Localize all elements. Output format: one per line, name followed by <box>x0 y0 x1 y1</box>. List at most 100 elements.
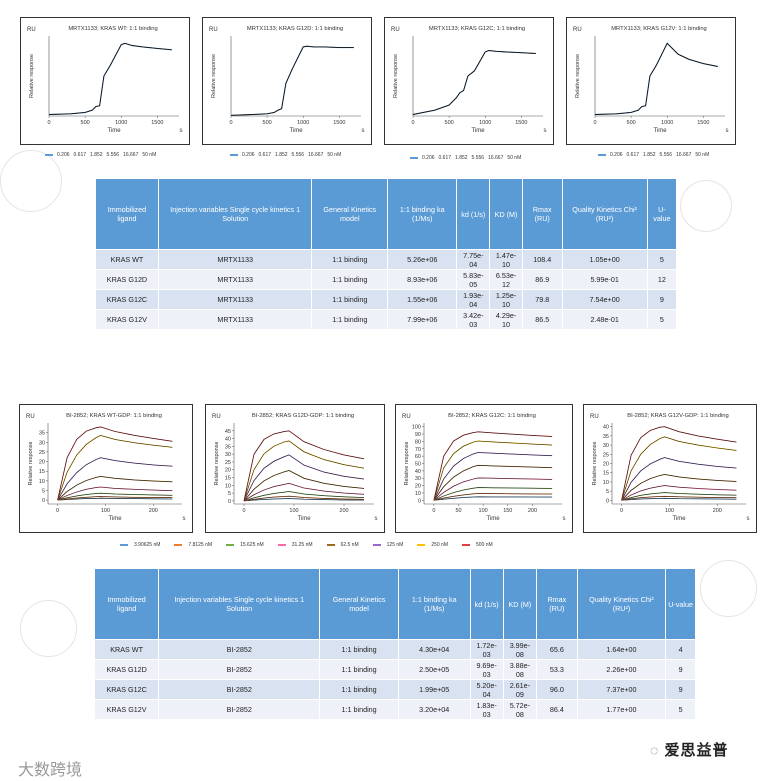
legend-entry: 0.617 <box>438 155 452 161</box>
table-header-cell: Injection variables Single cycle kinetic… <box>158 568 321 640</box>
fit-line <box>433 496 553 501</box>
x-tick-label: 500 <box>81 120 90 126</box>
x-unit-label: s <box>362 128 365 134</box>
table-cell: 4 <box>665 639 696 660</box>
legend-entry: 0.206 <box>422 155 435 161</box>
table-cell: 1:1 binding <box>311 289 389 310</box>
x-unit-label: s <box>747 516 750 522</box>
fit-line <box>433 477 553 501</box>
table-header-cell: U-value <box>665 568 696 640</box>
chart-panel-bi-g12c: RU BI-2852; KRAS G12C: 1:1 binding 0 50 100 1… <box>395 404 573 533</box>
legend-label: 31.25 nM <box>291 542 313 548</box>
y-tick-label: 15 <box>603 471 609 477</box>
table-row: KRAS G12V BI-2852 1:1 binding 3.20e+04 1.83e… <box>93 699 696 720</box>
table-cell: 9 <box>646 289 678 310</box>
y-tick-label: 20 <box>39 460 45 466</box>
data-series-line <box>621 436 737 501</box>
table-header-cell: kd (1/s) <box>456 178 491 250</box>
legend-swatch <box>226 543 235 546</box>
y-axis-label: Relative response <box>28 441 34 485</box>
data-series-line <box>243 470 365 502</box>
background-hex-decoration <box>680 180 732 232</box>
x-unit-label: s <box>183 516 186 522</box>
table-cell: 1:1 binding <box>311 249 389 270</box>
legend-entry: 1.852 <box>90 152 103 158</box>
table-cell: 9 <box>665 659 696 680</box>
x-tick-label: 100 <box>101 508 110 514</box>
unit-label: RU <box>402 414 411 420</box>
y-axis-label: Relative response <box>214 441 220 485</box>
legend-label: 15.625 nM <box>240 542 264 548</box>
table-cell: BI-2852 <box>158 699 321 720</box>
y-tick-label: 70 <box>415 447 421 453</box>
y-axis-label: Relative response <box>211 54 217 98</box>
y-tick-label: 10 <box>415 491 421 497</box>
table-header-cell: KD (M) <box>502 568 538 640</box>
x-tick-label: 150 <box>503 508 512 514</box>
table-cell: 1.72e-03 <box>469 639 504 660</box>
table-row: KRAS G12C BI-2852 1:1 binding 1.99e+05 5.20e… <box>93 679 696 700</box>
table-cell: 5.26e+06 <box>387 249 458 270</box>
table-cell: 3.88e-08 <box>502 659 538 680</box>
table-cell: 65.6 <box>536 639 578 660</box>
legend-item: 7.8125 nM <box>174 542 212 548</box>
x-tick-label: 0 <box>411 120 414 126</box>
top-legend: 0.206 0.617 1.852 5.556 16.667 50 nM <box>230 152 341 158</box>
table-header-cell: Immobilized ligand <box>93 568 160 640</box>
table-cell: 4.30e+04 <box>397 639 471 660</box>
x-tick-label: 100 <box>665 508 674 514</box>
chart-svg-5: RU BI-2852; KRAS G12D-GDP: 1:1 binding 0 10… <box>212 413 378 522</box>
y-tick-label: 60 <box>415 454 421 460</box>
chart-title: BI-2852; KRAS G12D-GDP: 1:1 binding <box>252 413 354 419</box>
table-cell: 108.4 <box>521 249 563 270</box>
chart-panel-mrtx-g12c: RU MRTX1133; KRAS G12C; 1:1 binding 0 500 10… <box>384 17 554 145</box>
table-cell: 96.0 <box>536 679 578 700</box>
x-axis-label: Time <box>289 128 303 134</box>
table-header-cell: General Kinetics model <box>311 178 389 250</box>
legend-swatch <box>598 154 606 156</box>
table-cell: 86.5 <box>521 309 563 330</box>
x-axis-label: Time <box>486 516 500 522</box>
y-tick-label: 5 <box>228 491 231 497</box>
legend-entry: 16.667 <box>123 152 139 158</box>
legend-entry: 0.617 <box>258 152 272 158</box>
bottom-legend: 3.90625 nM 7.8125 nM 15.625 nM 31.25 nM 62.5… <box>120 542 493 548</box>
fit-line <box>243 470 365 502</box>
unit-label: RU <box>590 414 599 420</box>
y-tick-label: 40 <box>603 425 609 431</box>
x-unit-label: s <box>563 516 566 522</box>
table-header-cell: Quality Kinetics Chi² (RU²) <box>561 178 648 250</box>
y-tick-label: 0 <box>228 499 231 505</box>
legend-entry: 16.667 <box>676 152 692 158</box>
legend-swatch <box>462 543 471 546</box>
table-cell: KRAS WT <box>95 249 159 270</box>
y-tick-label: 30 <box>603 443 609 449</box>
legend-entry: 16.667 <box>308 152 324 158</box>
fit-line <box>243 430 365 501</box>
x-tick-label: 200 <box>713 508 722 514</box>
legend-item: 125 nM <box>372 542 403 548</box>
table-cell: 86.4 <box>536 699 578 720</box>
table-row: KRAS G12D MRTX1133 1:1 binding 8.93e+06 5.83… <box>95 269 678 290</box>
unit-label: RU <box>26 414 35 420</box>
table-cell: KRAS WT <box>93 639 160 660</box>
legend-label: 250 nM <box>431 542 449 548</box>
unit-label: RU <box>209 27 218 33</box>
table-cell: 5 <box>646 309 678 330</box>
table-header-cell: General Kinetics model <box>319 568 399 640</box>
table-cell: KRAS G12V <box>93 699 160 720</box>
table-cell: 1.93e-04 <box>456 289 491 310</box>
table-row: KRAS G12D BI-2852 1:1 binding 2.50e+05 9.69e… <box>93 659 696 680</box>
legend-entry: 5.556 <box>471 155 485 161</box>
kinetics-table-mrtx1133: Immobilized ligand Injection variables Si… <box>95 178 678 330</box>
table-cell: BI-2852 <box>158 679 321 700</box>
table-cell: BI-2852 <box>158 639 321 660</box>
legend-item: 62.5 nM <box>326 542 359 548</box>
legend-label: 500 nM <box>476 542 493 548</box>
chart-svg-2: RU MRTX1133; KRAS G12C; 1:1 binding 0 500 10… <box>391 26 547 134</box>
x-tick-label: 1000 <box>297 120 309 126</box>
legend-label: 7.8125 nM <box>188 542 213 548</box>
table-cell: 86.9 <box>521 269 563 290</box>
unit-label: RU <box>27 27 36 33</box>
